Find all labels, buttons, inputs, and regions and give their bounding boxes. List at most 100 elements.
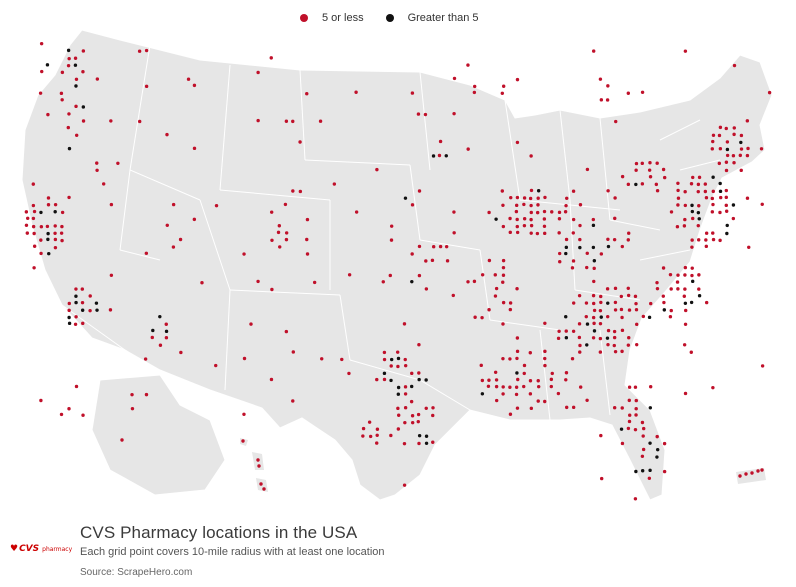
location-dot (67, 301, 71, 306)
location-dot (633, 427, 638, 432)
location-dot (606, 189, 610, 193)
location-dot (577, 322, 582, 326)
location-dot (389, 378, 393, 383)
location-dot (690, 266, 694, 270)
location-dot (529, 231, 533, 235)
location-dot (592, 301, 596, 306)
location-dot (144, 84, 149, 89)
location-dot (32, 209, 37, 214)
location-dot (515, 140, 520, 145)
location-dot (81, 49, 86, 53)
location-dot (354, 90, 358, 94)
location-dot (732, 126, 736, 130)
location-dot (543, 195, 547, 200)
location-dot (74, 287, 78, 291)
state-border (679, 159, 721, 171)
location-dot (724, 160, 729, 164)
location-dot (550, 371, 554, 376)
location-dot (626, 286, 630, 290)
location-dot (529, 203, 533, 208)
location-dot (599, 315, 603, 319)
location-dot (514, 209, 519, 214)
location-dot (633, 497, 638, 501)
location-dot (634, 182, 638, 187)
location-dot (486, 384, 491, 389)
location-dot (192, 217, 197, 222)
location-dot (620, 244, 625, 249)
location-dot (424, 441, 429, 446)
location-dot (536, 189, 541, 193)
location-dot (543, 356, 547, 361)
location-dot (452, 76, 457, 81)
location-dot (571, 259, 576, 263)
location-dot (550, 210, 554, 214)
location-dot (655, 455, 659, 459)
location-dot (24, 223, 29, 228)
location-dot (80, 287, 85, 291)
location-dot (676, 273, 680, 277)
location-dot (697, 204, 701, 208)
location-dot (578, 385, 583, 389)
location-dot (592, 266, 596, 271)
location-dot (718, 210, 722, 215)
state-border (574, 289, 641, 301)
location-dot (515, 371, 519, 375)
location-dot (557, 217, 562, 221)
location-dot (591, 217, 596, 222)
location-dot (66, 125, 70, 130)
location-dot (612, 343, 616, 348)
location-dot (711, 139, 715, 144)
cvs-logo: ♥ CVS pharmacy (10, 544, 72, 554)
location-dot (256, 118, 260, 123)
location-dot (675, 280, 680, 284)
location-dot (613, 300, 618, 305)
location-dot (738, 153, 743, 158)
location-dot (542, 209, 547, 214)
location-dot (655, 188, 660, 193)
location-dot (662, 175, 667, 180)
location-dot (704, 231, 709, 235)
location-dot (570, 357, 575, 361)
location-dot (750, 471, 754, 475)
location-dot (556, 391, 561, 396)
location-dot (417, 273, 422, 278)
location-dot (599, 252, 604, 256)
location-dot (612, 335, 617, 340)
location-dot (718, 125, 723, 130)
state-border (639, 249, 691, 261)
location-dot (375, 427, 380, 431)
location-dot (591, 49, 596, 53)
location-dot (606, 314, 610, 319)
location-dot (655, 434, 659, 439)
location-dot (158, 314, 162, 319)
location-dot (409, 384, 414, 389)
location-dot (424, 287, 429, 291)
location-dot (73, 56, 78, 60)
location-dot (67, 195, 71, 200)
location-dot (214, 203, 219, 208)
legend-item-high: Greater than 5 (385, 12, 479, 24)
location-dot (612, 406, 617, 410)
location-dot (619, 427, 624, 431)
location-dot (417, 371, 421, 375)
location-dot (634, 161, 639, 166)
location-dot (620, 349, 624, 354)
location-dot (171, 202, 176, 207)
state-border (219, 189, 331, 201)
location-dot (284, 329, 289, 334)
location-dot (592, 279, 596, 284)
location-dot (626, 182, 631, 187)
location-dot (59, 91, 64, 96)
location-dot (599, 476, 604, 481)
location-dot (744, 472, 748, 476)
location-dot (431, 413, 435, 418)
location-dot (684, 308, 688, 313)
location-dot (487, 378, 491, 382)
location-dot (53, 237, 58, 242)
location-dot (396, 406, 400, 411)
location-dot (53, 245, 58, 250)
logo-sub: pharmacy (42, 546, 73, 553)
location-dot (109, 202, 114, 207)
state-borders (61, 44, 721, 421)
location-dot (291, 399, 295, 403)
